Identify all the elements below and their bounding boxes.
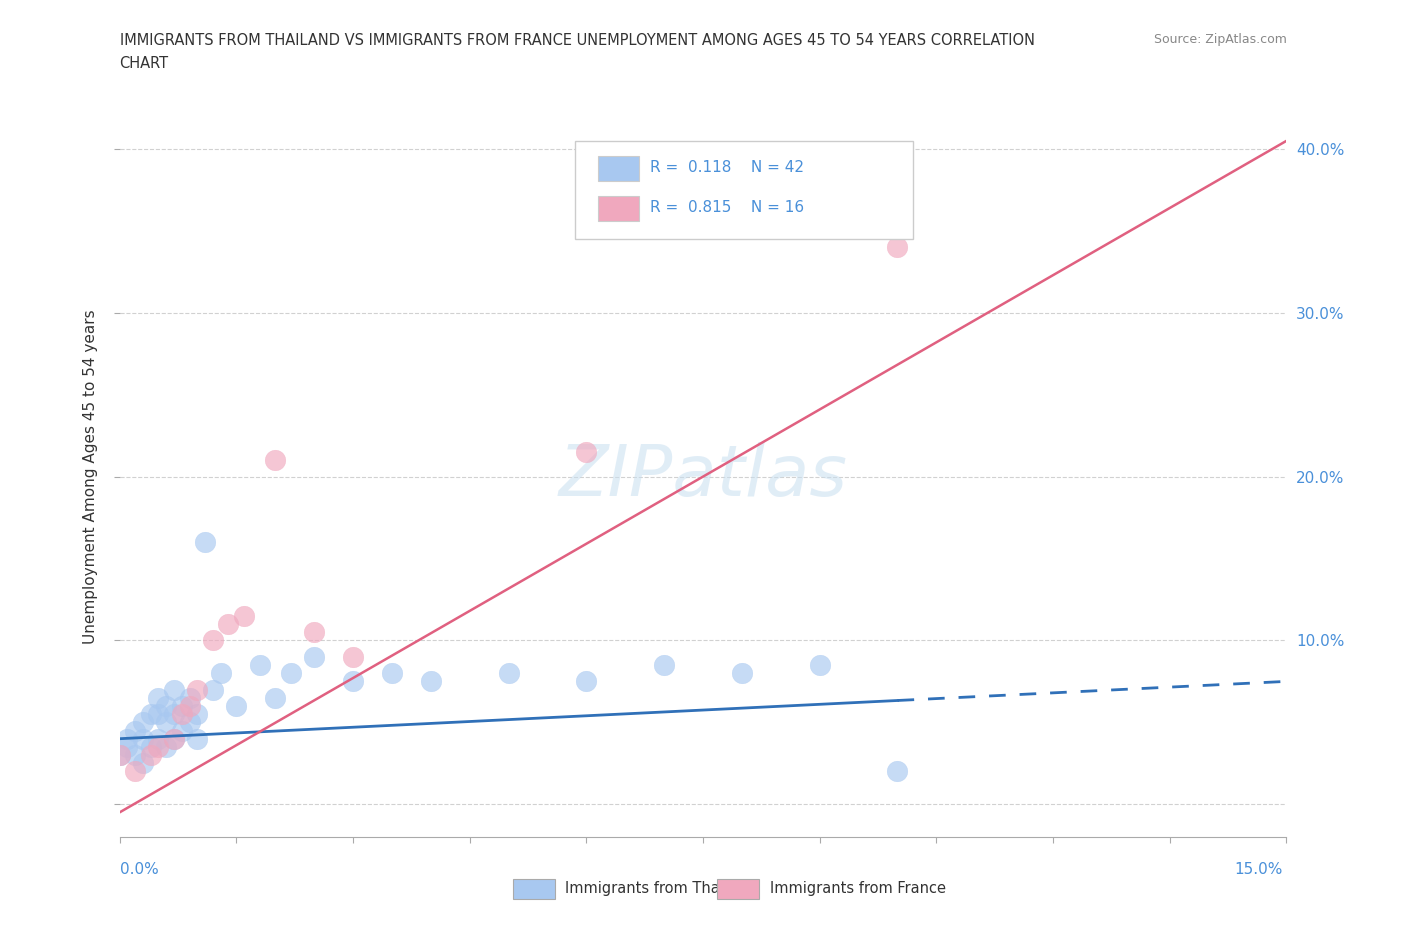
- Text: Source: ZipAtlas.com: Source: ZipAtlas.com: [1153, 33, 1286, 46]
- Point: [179, 698, 201, 713]
- Text: IMMIGRANTS FROM THAILAND VS IMMIGRANTS FROM FRANCE UNEMPLOYMENT AMONG AGES 45 TO: IMMIGRANTS FROM THAILAND VS IMMIGRANTS F…: [120, 33, 1035, 47]
- Point: [179, 715, 201, 730]
- Point: [731, 666, 754, 681]
- Point: [108, 748, 131, 763]
- Point: [575, 674, 598, 689]
- Point: [575, 445, 598, 459]
- Point: [194, 535, 217, 550]
- Point: [233, 608, 256, 623]
- Point: [342, 674, 364, 689]
- Point: [139, 707, 162, 722]
- Text: 15.0%: 15.0%: [1234, 862, 1282, 877]
- Point: [124, 748, 146, 763]
- Point: [209, 666, 232, 681]
- Point: [163, 682, 186, 697]
- Point: [139, 748, 162, 763]
- Point: [132, 731, 155, 746]
- Point: [186, 707, 208, 722]
- Point: [108, 748, 131, 763]
- Point: [155, 715, 177, 730]
- Point: [170, 698, 193, 713]
- Point: [280, 666, 302, 681]
- Point: [201, 682, 224, 697]
- Point: [264, 690, 287, 705]
- Text: R =  0.118    N = 42: R = 0.118 N = 42: [651, 160, 804, 175]
- Point: [132, 756, 155, 771]
- Y-axis label: Unemployment Among Ages 45 to 54 years: Unemployment Among Ages 45 to 54 years: [83, 310, 98, 644]
- Point: [264, 453, 287, 468]
- Point: [163, 707, 186, 722]
- Point: [886, 764, 908, 779]
- Point: [381, 666, 404, 681]
- Text: 0.0%: 0.0%: [120, 862, 159, 877]
- Point: [302, 625, 325, 640]
- FancyBboxPatch shape: [598, 195, 638, 220]
- Text: ZIPatlas: ZIPatlas: [558, 442, 848, 512]
- Point: [148, 739, 170, 754]
- Point: [302, 649, 325, 664]
- Point: [124, 724, 146, 738]
- Point: [124, 764, 146, 779]
- Point: [170, 707, 193, 722]
- Point: [419, 674, 441, 689]
- Text: R =  0.815    N = 16: R = 0.815 N = 16: [651, 200, 804, 215]
- Text: CHART: CHART: [120, 56, 169, 71]
- Point: [808, 658, 831, 672]
- Point: [186, 731, 208, 746]
- Point: [201, 633, 224, 648]
- Point: [155, 739, 177, 754]
- Point: [179, 690, 201, 705]
- Point: [132, 715, 155, 730]
- Point: [186, 682, 208, 697]
- Point: [249, 658, 271, 672]
- Point: [170, 724, 193, 738]
- Point: [148, 731, 170, 746]
- Point: [498, 666, 520, 681]
- Point: [117, 731, 139, 746]
- Point: [652, 658, 675, 672]
- FancyBboxPatch shape: [598, 156, 638, 181]
- Point: [117, 739, 139, 754]
- Point: [139, 739, 162, 754]
- FancyBboxPatch shape: [575, 141, 912, 239]
- Point: [163, 731, 186, 746]
- Point: [163, 731, 186, 746]
- Point: [148, 690, 170, 705]
- Point: [148, 707, 170, 722]
- Text: Immigrants from Thailand: Immigrants from Thailand: [565, 881, 756, 896]
- Point: [155, 698, 177, 713]
- Point: [342, 649, 364, 664]
- Point: [217, 617, 239, 631]
- Point: [225, 698, 247, 713]
- Point: [886, 240, 908, 255]
- Text: Immigrants from France: Immigrants from France: [770, 881, 946, 896]
